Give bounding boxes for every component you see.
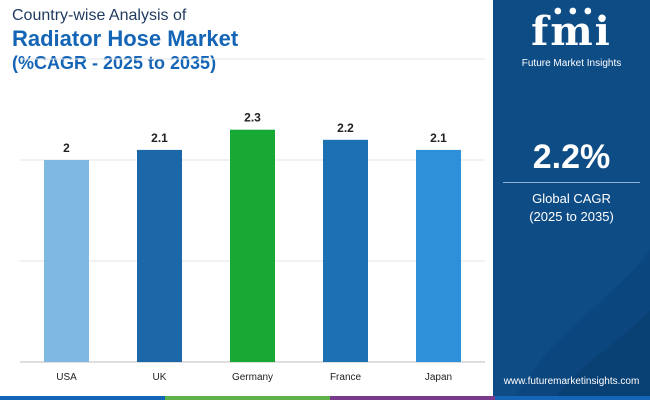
x-tick-usa: USA	[56, 372, 77, 383]
data-label-usa: 2	[63, 141, 70, 155]
x-tick-labels: USA UK Germany France Japan	[56, 372, 452, 383]
x-tick-france: France	[330, 372, 362, 383]
bars	[44, 129, 461, 362]
bar-chart: 2 2.1 2.3 2.2 2.1 USA UK Germany France Japan	[20, 58, 485, 383]
title-block: Country-wise Analysis of Radiator Hose M…	[12, 6, 238, 74]
logo-icons	[554, 7, 592, 15]
title-line-1: Country-wise Analysis of	[12, 7, 187, 24]
strip-segment	[165, 396, 330, 400]
bar-france	[323, 139, 368, 362]
strip-segment	[0, 396, 165, 400]
bar-japan	[416, 149, 461, 362]
global-cagr-label: Global CAGR (2025 to 2035)	[493, 190, 650, 226]
data-label-japan: 2.1	[430, 131, 447, 145]
x-tick-germany: Germany	[232, 372, 273, 383]
cagr-label-line-2: (2025 to 2035)	[529, 209, 614, 224]
data-labels: 2 2.1 2.3 2.2 2.1	[63, 111, 447, 155]
bottom-color-strip	[0, 396, 650, 400]
sidebar-texture	[513, 250, 650, 400]
fmi-logo: fmi	[531, 8, 612, 55]
data-label-france: 2.2	[337, 121, 354, 135]
title-line-2: Radiator Hose Market	[12, 26, 239, 51]
title-line-3: (%CAGR - 2025 to 2035)	[12, 53, 217, 73]
sidebar-panel: fmi Future Market Insights 2.2% Global C…	[493, 0, 650, 400]
cagr-divider	[503, 182, 640, 183]
x-tick-japan: Japan	[425, 372, 452, 383]
brand-name: Future Market Insights	[521, 58, 622, 69]
data-label-germany: 2.3	[244, 111, 261, 125]
x-tick-uk: UK	[153, 372, 167, 383]
strip-segment	[330, 396, 495, 400]
bar-usa	[44, 160, 89, 362]
global-cagr-value: 2.2%	[532, 138, 611, 176]
website-link[interactable]: www.futuremarketinsights.com	[503, 376, 640, 387]
bar-uk	[137, 149, 182, 362]
strip-segment	[495, 396, 650, 400]
cagr-label-line-1: Global CAGR	[532, 191, 611, 206]
data-label-uk: 2.1	[151, 131, 168, 145]
bar-germany	[230, 129, 275, 362]
